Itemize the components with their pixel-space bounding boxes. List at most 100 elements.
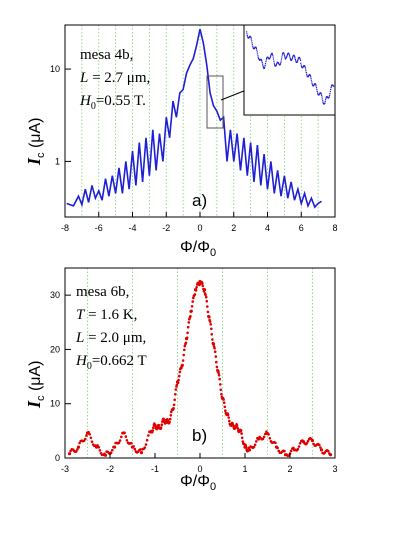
panel-b-annotation-line1: mesa 6b, [76, 284, 129, 300]
panel-a-y-ticks: 1 10 [50, 64, 71, 166]
panel-a-inset-point [291, 57, 294, 59]
panel-b-point [151, 429, 155, 432]
panel-a-inset-point [264, 66, 266, 68]
panel-b-point [90, 440, 94, 444]
panel-b-point [174, 393, 177, 396]
panel-a-inset-point [265, 61, 267, 63]
panel-b-point [178, 370, 182, 374]
panel-b-point [283, 449, 286, 453]
panel-a-series-line [66, 29, 322, 209]
panel-b-point [111, 448, 114, 452]
panel-a-inset-point [251, 42, 253, 44]
panel-b-point [125, 439, 129, 442]
panel-a-inset-point [315, 85, 317, 87]
panel-b-point [190, 309, 193, 313]
panel-a-inset-point [279, 64, 281, 66]
panel-b-point [310, 437, 313, 441]
panel-b-point [224, 409, 227, 413]
panel-b-annotation-line2: T = 1.6 K, [76, 307, 137, 323]
panel-a-x-tick-label: -4 [128, 223, 136, 233]
panel-a-inset-point [246, 33, 248, 35]
panel-b-point [183, 348, 186, 352]
panel-b-x-axis-label: Φ/Φ0 [180, 473, 216, 493]
panel-b-point [296, 447, 300, 451]
panel-a-inset-point [270, 55, 272, 57]
panel-b-point [97, 446, 101, 449]
panel-a-inset-point [275, 63, 277, 66]
panel-a-inset-point [258, 58, 260, 60]
panel-a-annotation-line1: mesa 4b, [80, 47, 133, 63]
panel-b-annotation-line4: H0=0.662 T [75, 353, 147, 372]
panel-b-point [231, 424, 235, 427]
panel-b-point [190, 305, 194, 308]
panel-b-point [159, 426, 163, 429]
panel-b-point [112, 445, 115, 449]
panel-b-point [177, 374, 181, 378]
panel-b-point [187, 321, 191, 324]
panel-b-point [222, 401, 226, 405]
panel-a-inset-point [329, 92, 331, 95]
panel-b-x-tick-label: 0 [197, 464, 202, 474]
panel-b-point [118, 439, 122, 442]
panel-a-inset-point [264, 64, 266, 66]
panel-a-inset-point [304, 65, 306, 67]
panel-b-point [154, 425, 157, 428]
panel-b-point [161, 420, 164, 423]
panel-a-annotation-line3: H0=0.55 T. [79, 93, 146, 112]
panel-a-inset-point [273, 60, 275, 62]
panel-b-point [217, 374, 221, 377]
panel-b-annotation-line3: L = 2.0 μm, [75, 330, 146, 346]
panel-a-inset-point [320, 93, 322, 95]
panel-a-inset-point [290, 58, 292, 61]
panel-b-point [168, 417, 172, 421]
panel-b-point [132, 445, 135, 448]
panel-b-point [254, 440, 258, 443]
panel-b-point [85, 434, 88, 437]
panel-b-point [176, 381, 180, 385]
panel-a-annotation-line2: L = 2.7 μm, [79, 70, 150, 86]
panel-a-inset-point [304, 66, 306, 68]
panel-a-grid [81, 25, 319, 217]
panel-b-point [194, 289, 198, 292]
panel-b-point [226, 413, 230, 417]
panel-b-point [202, 287, 205, 291]
panel-b-label: b) [192, 426, 207, 445]
panel-b-point [205, 299, 209, 303]
panel-a-inset-point [272, 56, 274, 58]
panel-a-inset-point [286, 55, 288, 57]
panel-a-inset-point [273, 62, 275, 64]
panel-a-inset-point [320, 92, 322, 94]
panel-b-x-ticks: -3 -2 -1 0 1 2 3 [61, 453, 338, 474]
panel-a-inset-point [252, 45, 254, 48]
panel-a-inset-point [256, 49, 258, 51]
panel-b-point [76, 448, 79, 451]
panel-b-point [181, 359, 185, 362]
panel-b-point [227, 416, 230, 419]
panel-b-point [264, 432, 267, 436]
panel-a-inset-point [292, 56, 294, 58]
panel-b-point [201, 281, 204, 285]
panel-a-inset-point [316, 90, 318, 92]
panel-a-inset-point [299, 57, 301, 59]
panel-a-inset-point [299, 59, 302, 61]
panel-a-x-tick-label: -8 [61, 223, 69, 233]
panel-b-point [157, 424, 161, 427]
panel-a-inset-point [281, 56, 283, 58]
panel-a-inset-point [280, 60, 282, 62]
panel-a-inset-point [250, 37, 252, 39]
panel-a-inset-point [309, 74, 311, 76]
panel-a-inset-point [288, 53, 290, 56]
panel-b-point [239, 429, 243, 432]
panel-b-point [192, 296, 195, 300]
panel-b-point [276, 446, 279, 450]
panel-a-inset-point [261, 60, 263, 62]
panel-a-x-tick-label: 6 [299, 223, 304, 233]
panel-b-point [301, 439, 304, 442]
panel-b-point [211, 341, 215, 345]
panel-b-point [268, 437, 272, 440]
panel-a-inset-point [325, 97, 327, 99]
panel-a-inset-point [315, 87, 318, 89]
panel-b-x-tick-label: 2 [287, 464, 292, 474]
panel-b-point [186, 325, 190, 329]
